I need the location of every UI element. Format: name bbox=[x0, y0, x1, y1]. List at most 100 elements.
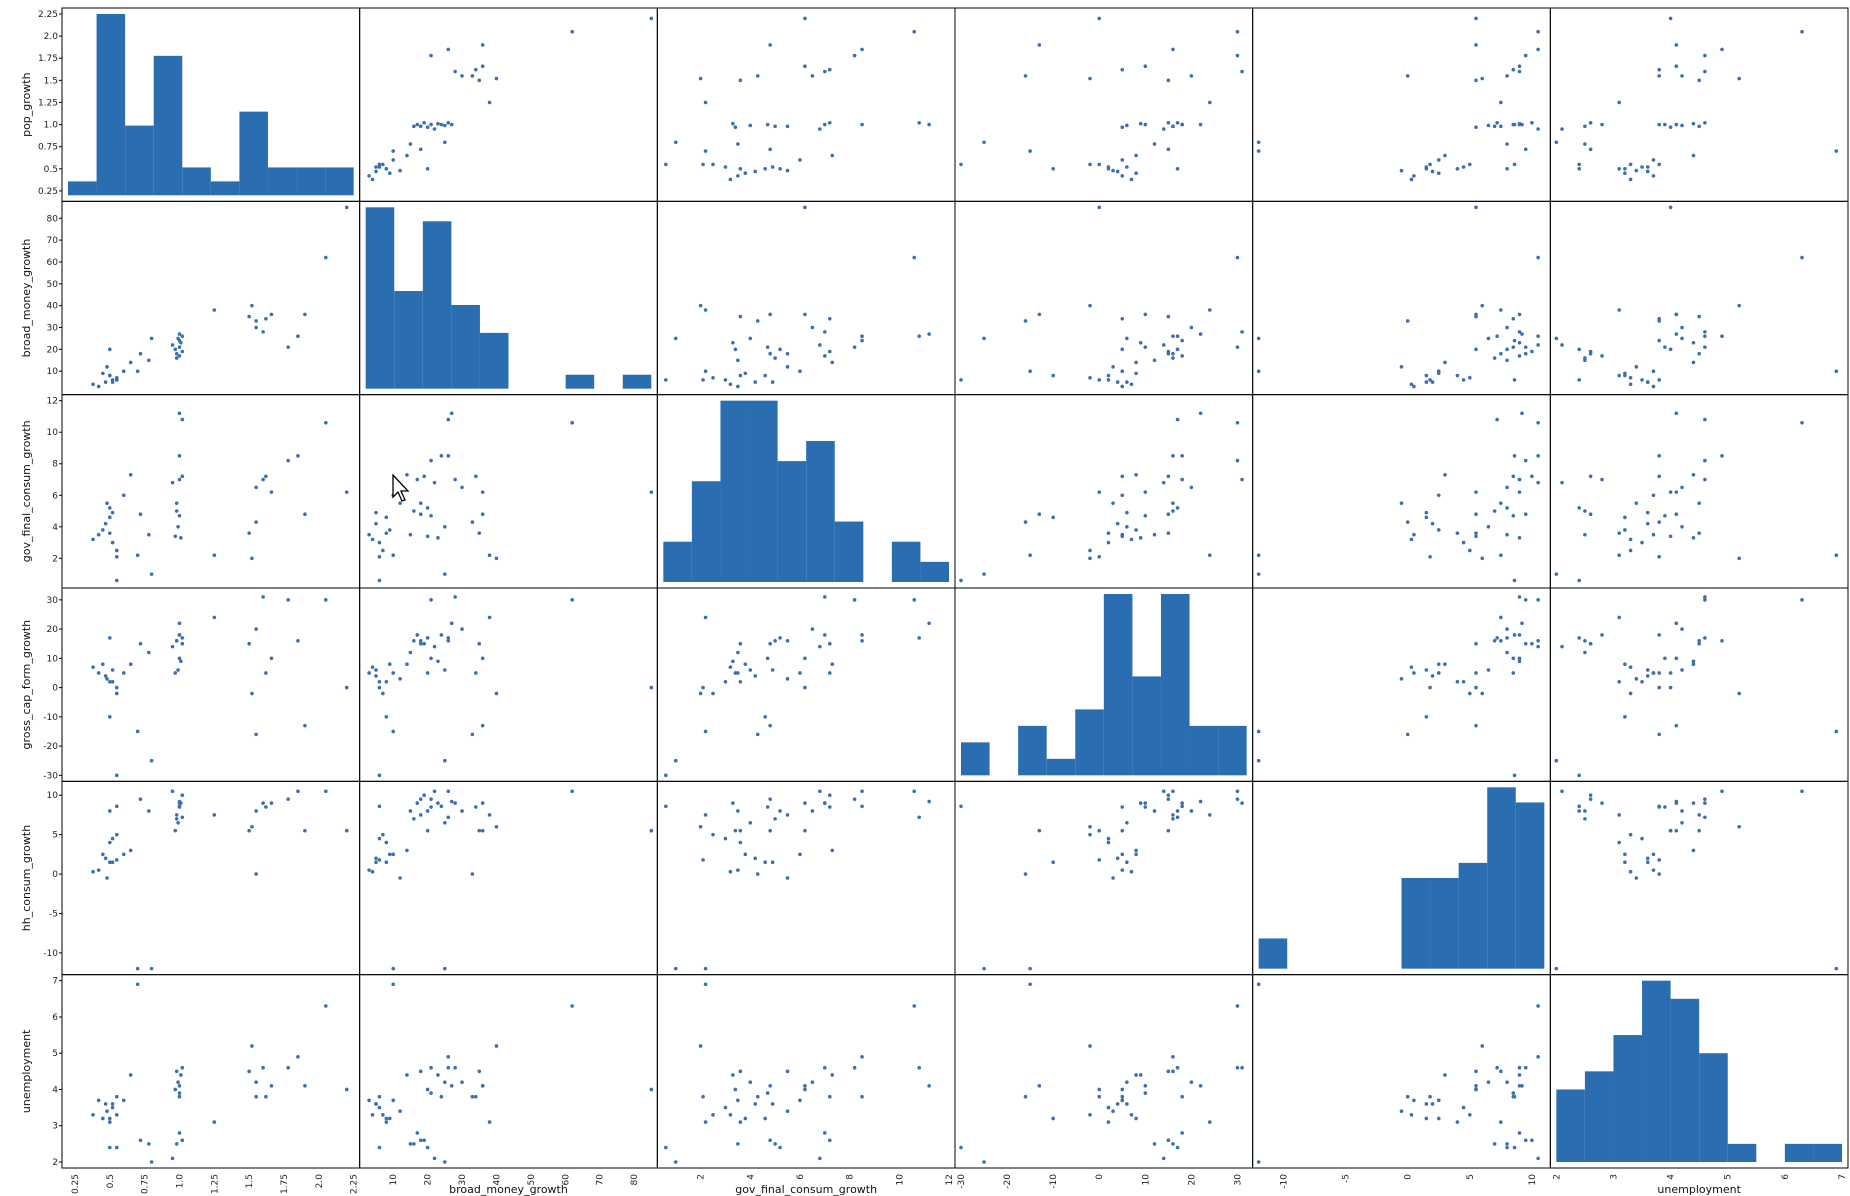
scatter-point bbox=[381, 1113, 385, 1117]
scatter-point bbox=[487, 813, 492, 817]
scatter-point bbox=[1560, 644, 1564, 649]
y-tick-label: 6 bbox=[52, 491, 58, 501]
scatter-point bbox=[114, 578, 119, 583]
histogram-bar bbox=[1670, 998, 1700, 1162]
cell-pop_growth-vs-unemployment bbox=[1549, 7, 1849, 202]
scatter-point bbox=[1523, 147, 1528, 152]
scatter-point bbox=[1645, 860, 1650, 865]
scatter-point bbox=[177, 338, 182, 343]
scatter-point bbox=[1409, 1113, 1414, 1117]
scatter-point bbox=[1143, 801, 1148, 805]
cell-gross_cap_form_growth-vs-gov_final_consum_growth bbox=[656, 587, 956, 782]
scatter-point bbox=[1111, 876, 1115, 880]
scatter-point bbox=[736, 650, 740, 655]
scatter-point bbox=[1138, 801, 1143, 805]
scatter-point bbox=[432, 644, 437, 649]
scatter-point bbox=[422, 474, 426, 479]
scatter-point bbox=[108, 840, 112, 845]
scatter-point bbox=[1235, 458, 1240, 463]
scatter-point bbox=[1424, 715, 1429, 719]
scatter-point bbox=[1120, 1087, 1125, 1092]
scatter-point bbox=[803, 64, 807, 68]
scatter-point bbox=[736, 868, 740, 872]
scatter-point bbox=[384, 715, 389, 719]
scatter-point bbox=[1088, 556, 1092, 561]
scatter-point bbox=[1577, 506, 1581, 510]
scatter-point bbox=[269, 656, 274, 661]
scatter-point bbox=[701, 685, 705, 690]
scatter-point bbox=[731, 1073, 735, 1077]
scatter-point bbox=[1577, 636, 1581, 640]
scatter-point bbox=[728, 382, 733, 387]
scatter-point bbox=[264, 671, 268, 675]
scatter-point bbox=[1523, 458, 1528, 463]
scatter-point bbox=[387, 662, 392, 666]
scatter-point bbox=[174, 356, 179, 360]
scatter-point bbox=[96, 1098, 101, 1103]
scatter-point bbox=[176, 525, 180, 529]
scatter-point bbox=[1703, 477, 1707, 482]
cell-frame bbox=[656, 587, 956, 782]
scatter-point bbox=[852, 1065, 857, 1070]
scatter-point bbox=[1125, 380, 1129, 384]
scatter-point bbox=[1161, 789, 1166, 794]
scatter-point bbox=[1691, 662, 1696, 666]
scatter-point bbox=[1588, 793, 1593, 798]
scatter-point bbox=[1256, 758, 1261, 763]
scatter-point bbox=[1720, 454, 1724, 458]
scatter-point bbox=[1198, 799, 1203, 804]
scatter-point bbox=[1430, 1102, 1435, 1106]
scatter-point bbox=[1028, 149, 1032, 153]
histogram-bar bbox=[1430, 878, 1459, 969]
scatter-point bbox=[470, 520, 475, 524]
scatter-point bbox=[1691, 340, 1696, 345]
scatter-point bbox=[177, 1131, 182, 1135]
scatter-point bbox=[1171, 501, 1175, 505]
scatter-point bbox=[250, 691, 254, 696]
scatter-point bbox=[323, 255, 328, 260]
scatter-point bbox=[1691, 536, 1696, 540]
scatter-point bbox=[1028, 369, 1032, 373]
histogram-bar bbox=[1458, 862, 1488, 969]
scatter-point bbox=[1106, 1105, 1111, 1110]
scatter-point bbox=[738, 1120, 743, 1124]
y-tick-label: 30 bbox=[47, 596, 59, 606]
scatter-point bbox=[649, 16, 654, 21]
scatter-point bbox=[264, 805, 268, 809]
cell-hh_consum_growth-vs-gov_final_consum_growth bbox=[656, 780, 956, 976]
scatter-point bbox=[114, 1094, 119, 1099]
scatter-point bbox=[1256, 1160, 1261, 1164]
scatter-point bbox=[377, 540, 382, 545]
scatter-point bbox=[1111, 501, 1115, 505]
scatter-point bbox=[1703, 121, 1707, 125]
scatter-point bbox=[1455, 531, 1460, 535]
scatter-point bbox=[121, 493, 126, 498]
scatter-point bbox=[1691, 801, 1696, 805]
scatter-point bbox=[254, 732, 258, 737]
scatter-point bbox=[1517, 1073, 1522, 1077]
scatter-point bbox=[698, 76, 703, 81]
scatter-point bbox=[1680, 123, 1684, 128]
histogram-bar bbox=[749, 400, 778, 582]
scatter-point bbox=[1657, 122, 1661, 127]
scatter-point bbox=[1143, 513, 1148, 518]
scatter-point bbox=[917, 334, 921, 339]
scatter-point bbox=[296, 1055, 300, 1059]
scatter-point bbox=[108, 860, 112, 865]
x-tick-label: 0 bbox=[1404, 1174, 1414, 1180]
scatter-point bbox=[1129, 177, 1134, 182]
scatter-point bbox=[1486, 123, 1491, 128]
scatter-point bbox=[1436, 1116, 1441, 1121]
scatter-point bbox=[432, 1156, 437, 1161]
scatter-point bbox=[1512, 122, 1517, 127]
x-tick-label: 5 bbox=[1466, 1174, 1476, 1180]
scatter-point bbox=[1720, 334, 1724, 339]
scatter-point bbox=[261, 477, 265, 482]
scatter-point bbox=[1512, 338, 1517, 343]
scatter-point bbox=[1645, 169, 1650, 174]
scatter-point bbox=[114, 685, 119, 690]
scatter-point bbox=[391, 671, 396, 675]
scatter-point bbox=[785, 168, 790, 173]
scatter-point bbox=[425, 636, 430, 640]
scatter-point bbox=[1577, 578, 1581, 583]
